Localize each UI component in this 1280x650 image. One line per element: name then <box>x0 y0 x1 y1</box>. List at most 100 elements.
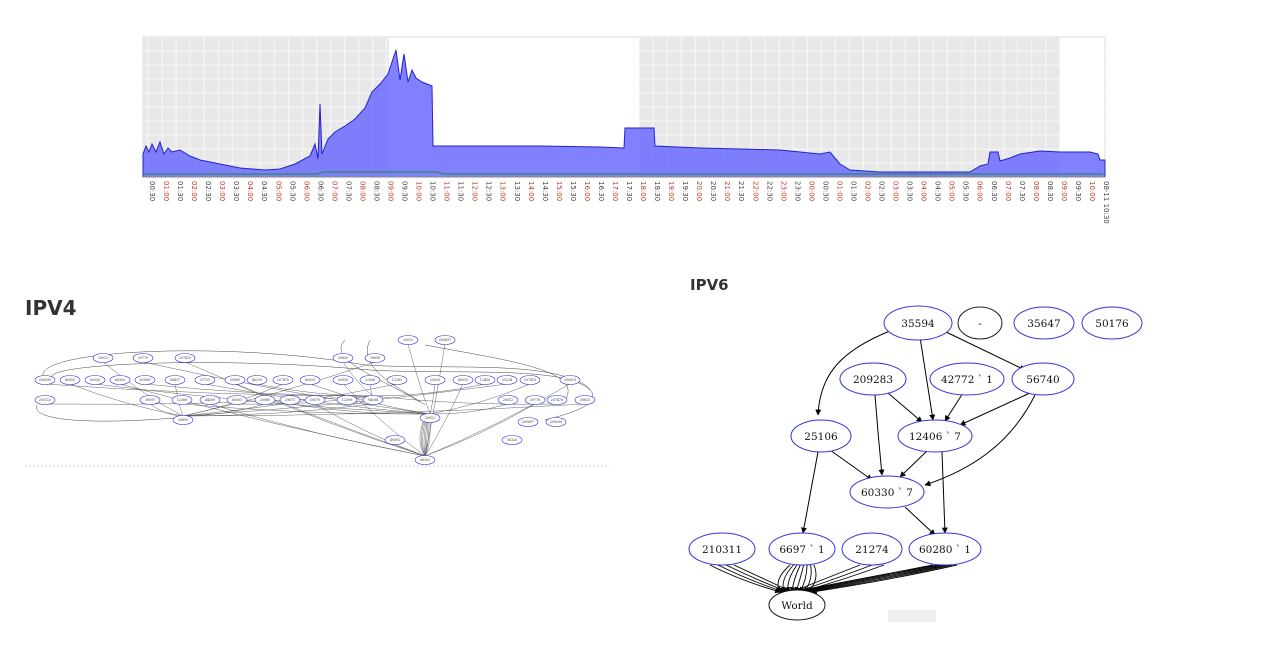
ipv4-node-shape <box>362 395 384 405</box>
ipv4-node[interactable]: 12389 <box>171 395 193 405</box>
node-world-label: World <box>781 600 813 612</box>
ipv4-node[interactable]: 44309 <box>199 395 221 405</box>
ipv4-node[interactable]: 45035 <box>452 375 474 385</box>
ipv4-node[interactable]: 200599 <box>34 375 56 385</box>
node-35647[interactable] <box>1013 306 1075 340</box>
ipv4-node[interactable]: 39699 <box>172 415 194 425</box>
ipv4-node[interactable]: 20930 <box>332 375 354 385</box>
ipv4-node[interactable]: 39833 <box>332 353 354 363</box>
node-60330[interactable] <box>849 475 925 509</box>
ipv4-edge <box>314 403 426 457</box>
ipv4-node[interactable]: 25000 <box>424 375 446 385</box>
ipv4-node-label: 200697 <box>522 420 534 424</box>
ipv4-node[interactable]: 200697 <box>517 417 539 427</box>
ipv4-node-shape <box>254 395 276 405</box>
ipv4-node[interactable]: 207470 <box>174 353 196 363</box>
x-tick-label: 13:30 <box>513 181 521 201</box>
x-tick-label: 04:30 <box>260 181 268 201</box>
ipv4-node[interactable]: 66302 <box>109 375 131 385</box>
ipv4-node-label: 200697 <box>439 338 451 342</box>
ipv4-node[interactable]: 200013 <box>559 375 581 385</box>
ipv4-node[interactable]: 20960 <box>254 395 276 405</box>
ipv4-node[interactable]: 60029 <box>299 375 321 385</box>
ipv4-node-shape <box>359 375 381 385</box>
ipv4-node[interactable]: 40239 <box>246 375 268 385</box>
ipv4-node[interactable]: 39770 <box>524 395 546 405</box>
ipv4-node[interactable]: 12450 <box>474 375 496 385</box>
ipv4-node-label: 49392 <box>65 378 75 382</box>
x-tick-label: 09:30 <box>1074 181 1082 201</box>
edge-to-world <box>709 564 781 594</box>
ipv4-node[interactable]: 39833 <box>574 395 596 405</box>
node-dash-label: - <box>978 318 982 330</box>
ipv4-node[interactable]: 20012 <box>419 413 441 423</box>
scrollbar-stub[interactable] <box>888 610 936 622</box>
node-dash[interactable] <box>957 306 1003 340</box>
ipv4-node[interactable]: 200599 <box>545 417 567 427</box>
ipv4-node[interactable]: 200697 <box>434 335 456 345</box>
ipv4-node[interactable]: World <box>362 395 384 405</box>
edge-35594-12406 <box>919 336 936 421</box>
x-tick-label: 22:00 <box>751 181 759 201</box>
ipv4-node-label: 20930 <box>338 378 348 382</box>
ipv4-node[interactable]: 20012 <box>397 335 419 345</box>
ipv4-node[interactable]: 29671 <box>279 395 301 405</box>
ipv4-node[interactable]: 66302 <box>414 455 436 465</box>
ipv4-edge <box>142 361 431 415</box>
ipv4-node[interactable]: 22356 <box>359 375 381 385</box>
ipv4-title: IPV4 <box>25 296 77 320</box>
node-25106[interactable] <box>790 419 852 453</box>
ipv4-node[interactable]: 58437 <box>164 375 186 385</box>
node-25106-label: 25106 <box>804 431 838 443</box>
node-50176[interactable] <box>1081 306 1143 340</box>
node-world[interactable] <box>768 589 826 621</box>
ipv4-node[interactable]: 59983 <box>224 375 246 385</box>
ipv4-node[interactable]: 207470 <box>546 395 568 405</box>
ipv4-node[interactable]: 207470 <box>519 375 541 385</box>
ipv4-node-label: 207470 <box>277 378 289 382</box>
ipv4-node-shape <box>424 375 446 385</box>
ipv4-node-label: 66302 <box>115 378 125 382</box>
ipv4-node-label: 59983 <box>230 378 240 382</box>
ipv4-node-shape <box>226 395 248 405</box>
ipv4-node[interactable]: 37721 <box>194 375 216 385</box>
ipv4-node[interactable]: 20012 <box>497 395 519 405</box>
ipv4-node[interactable]: 201115 <box>34 395 56 405</box>
ipv4-node-label: 39833 <box>338 356 348 360</box>
ipv4-node[interactable]: 39770 <box>132 353 154 363</box>
ipv4-node[interactable]: 49392 <box>59 375 81 385</box>
ipv4-node[interactable]: 12399 <box>336 395 358 405</box>
ipv4-node[interactable]: 30097 <box>139 395 161 405</box>
node-60280[interactable] <box>908 532 982 566</box>
node-35594[interactable] <box>883 305 953 341</box>
x-tick-label: 03:00 <box>218 181 226 201</box>
node-56740[interactable] <box>1011 362 1075 396</box>
ipv4-node[interactable]: 207470 <box>272 375 294 385</box>
x-tick-label: 14:00 <box>527 181 535 201</box>
ipv4-node[interactable]: 50070 <box>304 395 326 405</box>
node-21274[interactable] <box>841 532 903 566</box>
node-42772[interactable] <box>929 362 1005 396</box>
ipv4-node[interactable]: 50320 <box>501 435 523 445</box>
ipv6-title: IPV6 <box>690 276 729 294</box>
edge-12406-60280 <box>941 451 948 534</box>
x-tick-label: 13:00 <box>499 181 507 201</box>
ipv4-node-label: 200013 <box>564 378 576 382</box>
ipv4-node-label: 20012 <box>403 338 413 342</box>
ipv4-node[interactable]: 50320 <box>84 375 106 385</box>
node-6697[interactable] <box>768 532 836 566</box>
node-210311[interactable] <box>688 532 756 566</box>
node-209283[interactable] <box>839 362 907 396</box>
ipv4-node[interactable]: 20012 <box>92 353 114 363</box>
x-tick-label: 16:00 <box>583 181 591 201</box>
ipv4-node[interactable]: 65001 <box>226 395 248 405</box>
ipv4-node[interactable]: 39699 <box>364 353 386 363</box>
ipv4-node[interactable]: 49392 <box>384 435 406 445</box>
x-tick-label: 15:30 <box>569 181 577 201</box>
ipv4-node[interactable]: 12389 <box>386 375 408 385</box>
node-12406[interactable] <box>897 419 973 453</box>
x-tick-label: 02:30 <box>204 181 212 201</box>
x-tick-label: 08:00 <box>358 181 366 201</box>
ipv4-node[interactable]: 203087 <box>134 375 156 385</box>
ipv4-node[interactable]: 31234 <box>496 375 518 385</box>
